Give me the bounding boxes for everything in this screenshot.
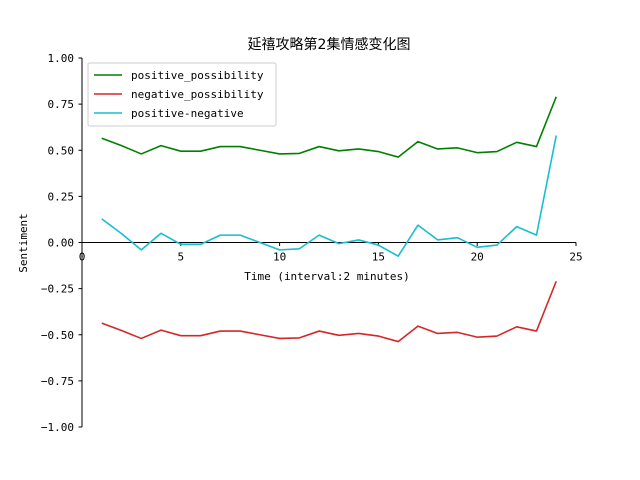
y-tick-label: −0.25 bbox=[41, 283, 74, 296]
x-tick-label: 5 bbox=[177, 251, 184, 264]
legend-entry: positive_possibility bbox=[131, 69, 264, 82]
legend-entry: positive-negative bbox=[131, 107, 244, 120]
axes: 1.00 0.75 0.50 0.25 0.00 −0.25 −0.50 −0.75 −1.00… bbox=[41, 52, 583, 434]
y-tick-label: −0.50 bbox=[41, 329, 74, 342]
x-tick-label: 0 bbox=[79, 251, 86, 264]
y-tick-label: 0.00 bbox=[48, 237, 75, 250]
series-layer bbox=[101, 96, 558, 343]
x-tick-label: 20 bbox=[471, 251, 484, 264]
x-tick-label: 10 bbox=[273, 251, 286, 264]
y-tick-label: 0.25 bbox=[48, 190, 75, 203]
x-axis-label: Time (interval:2 minutes) bbox=[244, 270, 410, 283]
chart-title: 延禧攻略第2集情感变化图 bbox=[248, 36, 411, 53]
legend: positive_possibility negative_possibility… bbox=[87, 62, 277, 127]
y-tick-label: −1.00 bbox=[41, 421, 74, 434]
y-tick-label: 0.50 bbox=[48, 144, 75, 157]
series-line-0 bbox=[101, 96, 557, 158]
y-axis-label: Sentiment bbox=[17, 213, 30, 273]
y-tick-label: −0.75 bbox=[41, 375, 74, 388]
y-tick-label: 0.75 bbox=[48, 98, 75, 111]
series-line-1 bbox=[101, 280, 557, 343]
y-tick-label: 1.00 bbox=[48, 52, 75, 65]
legend-box bbox=[87, 62, 277, 127]
x-tick-label: 15 bbox=[372, 251, 385, 264]
x-tick-label: 25 bbox=[569, 251, 582, 264]
series-line-2 bbox=[101, 135, 558, 257]
legend-entry: negative_possibility bbox=[131, 88, 264, 101]
